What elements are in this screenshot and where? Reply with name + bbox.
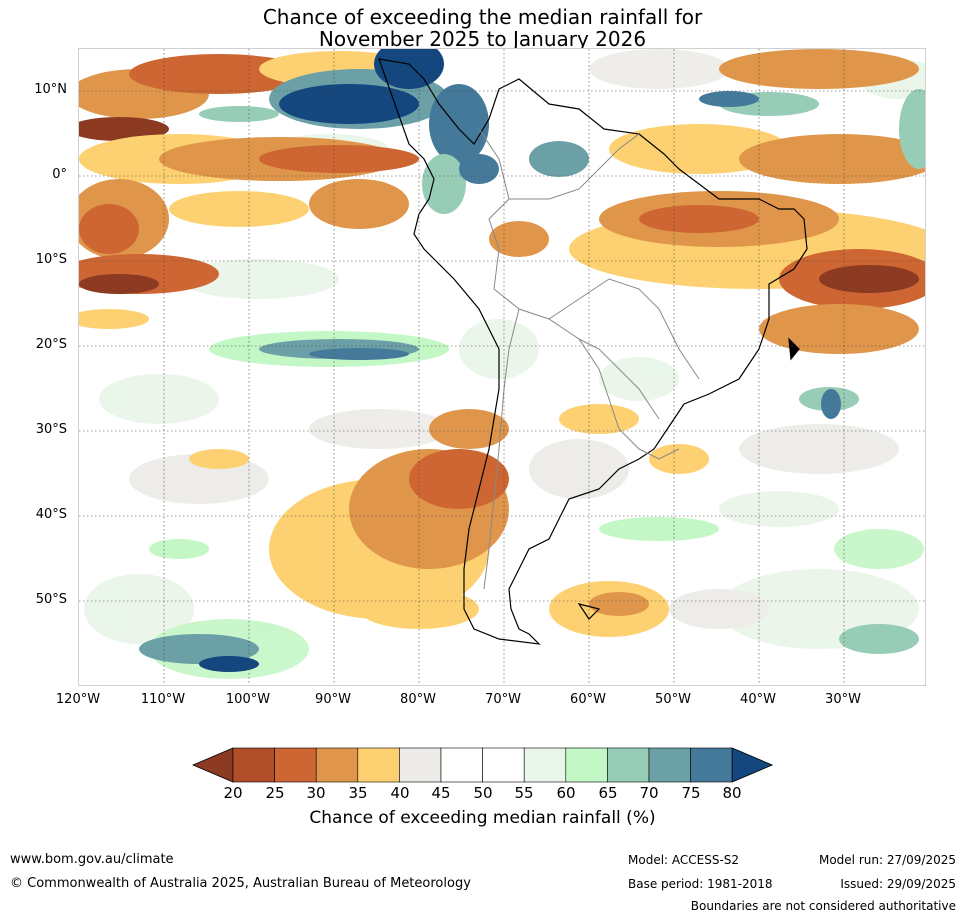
lat-label-30s: 30°S [35,422,67,437]
colorbar-extend-high [731,747,774,783]
colorbar-segment [648,747,691,783]
colorbar-segment [357,747,400,783]
lon-label-100w: 100°W [225,692,271,707]
lon-label-90w: 90°W [315,692,351,707]
graticule [79,49,925,685]
lat-label-40s: 40°S [35,507,67,522]
colorbar-label: Chance of exceeding median rainfall (%) [309,808,656,828]
colorbar-tick-50: 50 [473,784,493,802]
footer-model: Model: ACCESS-S2 [628,853,740,867]
chart-title-line-2: November 2025 to January 2026 [318,27,647,51]
colorbar-tick-75: 75 [681,784,701,802]
colorbar-tick-40: 40 [390,784,410,802]
colorbar-segment [565,747,608,783]
lat-label-10s: 10°S [35,252,67,267]
lat-label-20s: 20°S [35,337,67,352]
lon-label-110w: 110°W [140,692,186,707]
colorbar-extend-low [191,747,234,783]
colorbar [191,747,774,783]
above-median-areas [139,49,925,672]
chart-title-line-1: Chance of exceeding the median rainfall … [262,5,703,29]
footer-copyright: © Commonwealth of Australia 2025, Austra… [10,876,471,891]
footer-disclaimer: Boundaries are not considered authoritat… [690,899,956,913]
colorbar-tick-65: 65 [598,784,618,802]
colorbar-segment [315,747,359,783]
colorbar-tick-25: 25 [265,784,285,802]
lon-label-50w: 50°W [655,692,691,707]
continent-outline [378,58,808,645]
lat-label-0: 0° [52,167,67,182]
colorbar-segment [274,747,317,783]
colorbar-segment [690,747,733,783]
colorbar-segment [607,747,650,783]
lon-label-70w: 70°W [485,692,521,707]
lat-label-50s: 50°S [35,592,67,607]
colorbar-tick-35: 35 [348,784,368,802]
colorbar-tick-60: 60 [556,784,576,802]
lon-label-120w: 120°W [55,692,101,707]
lon-label-30w: 30°W [825,692,861,707]
footer-url[interactable]: www.bom.gov.au/climate [10,852,174,867]
lon-label-80w: 80°W [400,692,436,707]
colorbar-tick-70: 70 [639,784,659,802]
country-boundaries [478,128,700,590]
lat-label-10n: 10°N [34,82,67,97]
rainfall-map [78,48,926,686]
colorbar-segment [523,747,567,783]
colorbar-tick-20: 20 [223,784,243,802]
colorbar-tick-30: 30 [306,784,326,802]
footer-issued: Issued: 29/09/2025 [840,877,956,891]
colorbar-segment [482,747,525,783]
footer-model-run: Model run: 27/09/2025 [818,853,956,867]
colorbar-segment [399,747,442,783]
colorbar-tick-45: 45 [431,784,451,802]
colorbar-tick-55: 55 [514,784,534,802]
map-canvas [79,49,925,685]
lon-label-60w: 60°W [570,692,606,707]
colorbar-segment [440,747,483,783]
colorbar-tick-80: 80 [722,784,742,802]
footer-base-period: Base period: 1981-2018 [628,877,773,891]
colorbar-segment [232,747,275,783]
lon-label-40w: 40°W [740,692,776,707]
